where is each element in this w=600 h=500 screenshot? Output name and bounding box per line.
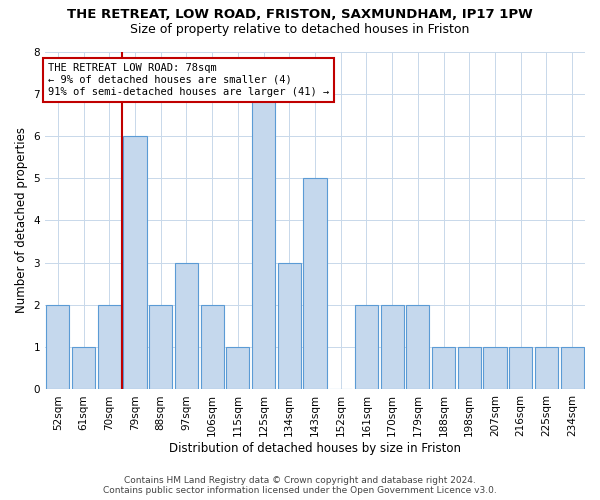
Bar [560, 347, 584, 390]
Text: THE RETREAT LOW ROAD: 78sqm
← 9% of detached houses are smaller (4)
91% of semi-: THE RETREAT LOW ROAD: 78sqm ← 9% of deta… [48, 64, 329, 96]
Bar [149, 305, 172, 390]
Bar [380, 305, 404, 390]
Bar [252, 94, 275, 390]
Bar [46, 305, 70, 390]
X-axis label: Distribution of detached houses by size in Friston: Distribution of detached houses by size … [169, 442, 461, 455]
Bar [72, 347, 95, 390]
Bar [432, 347, 455, 390]
Text: THE RETREAT, LOW ROAD, FRISTON, SAXMUNDHAM, IP17 1PW: THE RETREAT, LOW ROAD, FRISTON, SAXMUNDH… [67, 8, 533, 20]
Text: Contains HM Land Registry data © Crown copyright and database right 2024.
Contai: Contains HM Land Registry data © Crown c… [103, 476, 497, 495]
Text: Size of property relative to detached houses in Friston: Size of property relative to detached ho… [130, 22, 470, 36]
Bar [484, 347, 506, 390]
Bar [355, 305, 378, 390]
Bar [226, 347, 250, 390]
Bar [535, 347, 558, 390]
Bar [458, 347, 481, 390]
Y-axis label: Number of detached properties: Number of detached properties [15, 128, 28, 314]
Bar [278, 262, 301, 390]
Bar [406, 305, 430, 390]
Bar [98, 305, 121, 390]
Bar [509, 347, 532, 390]
Bar [124, 136, 146, 390]
Bar [175, 262, 198, 390]
Bar [304, 178, 326, 390]
Bar [200, 305, 224, 390]
